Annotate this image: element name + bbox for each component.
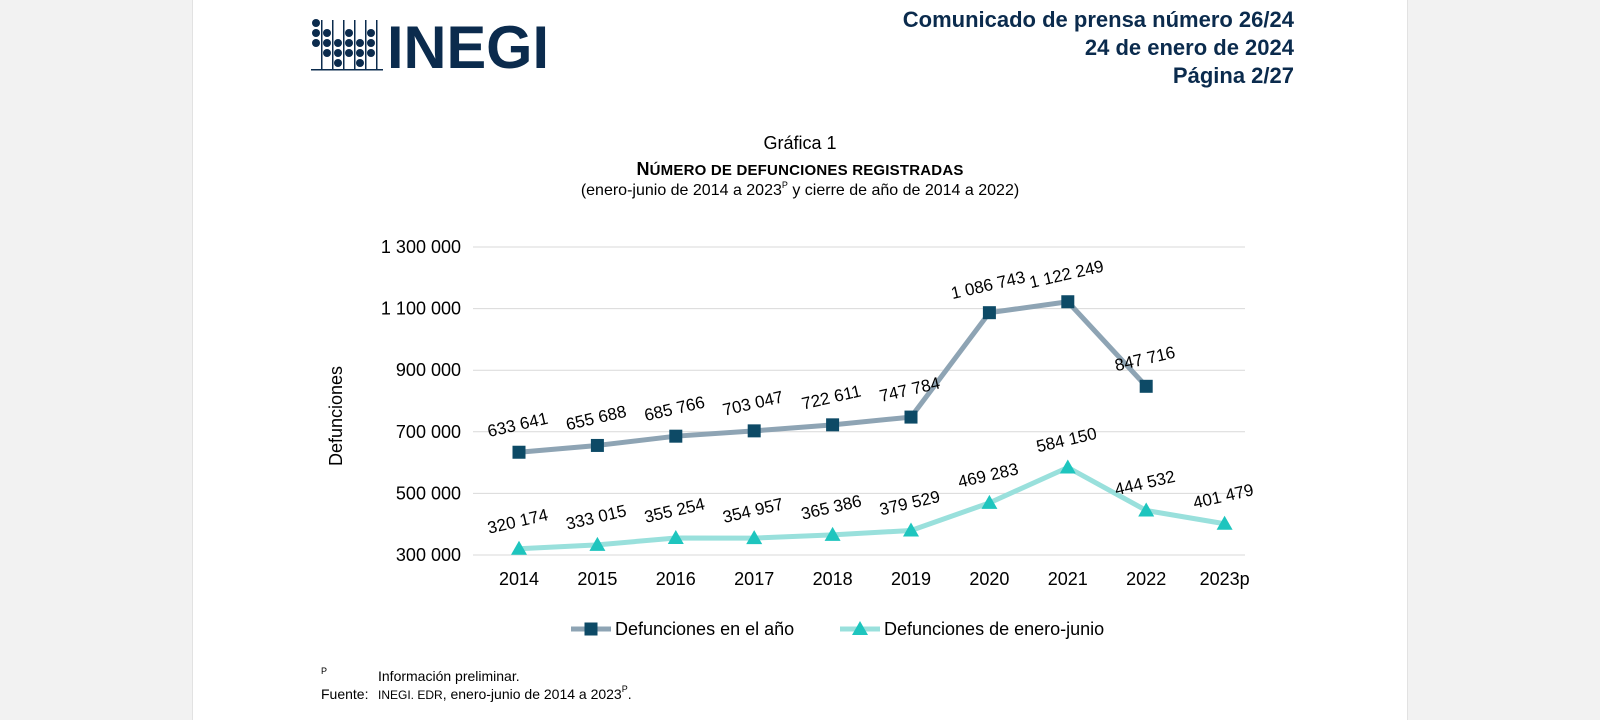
chart-subtitle: (enero-junio de 2014 a 2023P y cierre de…	[193, 180, 1407, 200]
data-point-triangle	[589, 536, 606, 551]
data-label: 584 150	[1034, 424, 1098, 456]
press-release-date: 24 de enero de 2024	[1084, 35, 1294, 60]
data-label: 655 688	[564, 402, 628, 434]
footnote-mark: P	[321, 666, 328, 676]
chart-title: NÚMERO DE DEFUNCIONES REGISTRADAS	[193, 159, 1407, 180]
data-label: 355 254	[642, 494, 706, 526]
press-release-info: Comunicado de prensa número 26/24 24 de …	[903, 6, 1294, 90]
data-label: 365 386	[799, 491, 863, 523]
data-label: 444 532	[1113, 467, 1177, 499]
y-tick-label: 500 000	[396, 483, 461, 503]
legend-marker-triangle	[852, 621, 868, 635]
data-point-triangle	[667, 529, 684, 544]
source-text: INEGI. EDR, enero-junio de 2014 a 2023P.	[378, 684, 632, 702]
data-point-triangle	[511, 540, 527, 555]
y-tick-label: 1 100 000	[381, 299, 461, 319]
data-label: 1 086 743	[949, 268, 1027, 304]
legend-marker-square	[584, 622, 598, 636]
data-point-square	[904, 410, 918, 424]
data-point-square	[1061, 295, 1075, 309]
data-point-square	[512, 445, 526, 459]
data-label: 1 122 249	[1028, 257, 1106, 293]
footnote-preliminary: Información preliminar.	[378, 668, 520, 684]
data-point-square	[669, 429, 683, 443]
x-tick-label: 2016	[656, 569, 696, 589]
x-tick-label: 2014	[499, 569, 539, 589]
chart-label: Gráfica 1	[763, 133, 837, 153]
x-tick-label: 2022	[1126, 569, 1166, 589]
page-number: Página 2/27	[1172, 63, 1294, 88]
data-label: 469 283	[956, 459, 1020, 491]
chart-title-rest: ÚMERO DE DEFUNCIONES REGISTRADAS	[649, 162, 964, 179]
y-axis-label: Defunciones	[326, 366, 346, 466]
data-label: 333 015	[564, 501, 628, 533]
y-tick-label: 900 000	[396, 360, 461, 380]
x-tick-label: 2019	[891, 569, 931, 589]
x-tick-label: 2018	[813, 569, 853, 589]
data-label: 703 047	[721, 387, 785, 419]
data-point-triangle	[981, 494, 998, 509]
data-label: 320 174	[486, 505, 550, 537]
x-tick-label: 2020	[969, 569, 1009, 589]
x-tick-label: 2015	[577, 569, 617, 589]
legend-label: Defunciones en el año	[615, 619, 794, 639]
logo-dot-matrix-icon	[311, 19, 383, 71]
inegi-logo: INEGI	[311, 18, 549, 72]
logo-wordmark: INEGI	[387, 18, 549, 72]
data-point-square	[826, 418, 840, 432]
data-label: 354 957	[721, 495, 785, 527]
data-label: 722 611	[800, 381, 863, 413]
legend-label: Defunciones de enero-junio	[884, 619, 1104, 639]
data-point-square	[1139, 379, 1153, 393]
data-label: 401 479	[1191, 480, 1255, 512]
data-point-square	[590, 438, 604, 452]
press-release-number: Comunicado de prensa número 26/24	[902, 7, 1294, 32]
deaths-line-chart: 300 000 500 000 700 000 900 000 1 100 000 1 3…	[326, 237, 1255, 639]
chart-subtitle-sup: P	[781, 180, 788, 190]
data-point-triangle	[903, 522, 919, 537]
series-line-2	[518, 464, 1226, 552]
data-point-triangle	[1216, 515, 1233, 530]
chart-subtitle-part1: (enero-junio de 2014 a 2023	[580, 182, 782, 199]
data-point-triangle	[824, 526, 841, 541]
data-point-triangle	[746, 530, 763, 545]
source-org: INEGI. EDR	[378, 688, 443, 702]
data-point-triangle	[1059, 459, 1076, 474]
y-tick-label: 1 300 000	[381, 237, 461, 257]
data-label: 379 529	[878, 487, 942, 519]
chart-subtitle-part2: y cierre de año de 2014 a 2022)	[787, 182, 1020, 199]
data-label: 747 784	[878, 374, 942, 406]
x-tick-label: 2023p	[1200, 569, 1250, 589]
source-label: Fuente:	[321, 686, 369, 702]
source-sup: P	[621, 684, 628, 694]
data-point-square	[747, 424, 761, 438]
document-page: INEGI Comunicado de prensa número 26/24 …	[192, 0, 1408, 720]
data-point-triangle	[1138, 502, 1155, 517]
data-label: 633 641	[486, 409, 550, 441]
source-end: .	[627, 686, 632, 702]
x-tick-label: 2021	[1048, 569, 1088, 589]
data-point-square	[982, 306, 996, 320]
x-tick-label: 2017	[734, 569, 774, 589]
source-detail: , enero-junio de 2014 a 2023	[442, 686, 622, 702]
y-tick-label: 300 000	[396, 545, 461, 565]
data-label: 685 766	[642, 393, 706, 425]
y-tick-label: 700 000	[396, 422, 461, 442]
chart-title-initial: N	[636, 159, 650, 179]
